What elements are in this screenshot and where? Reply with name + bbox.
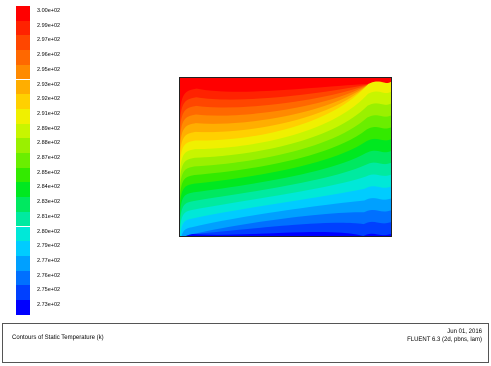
contour-band [180, 231, 391, 236]
legend-row: 3.00e+02 [16, 6, 96, 21]
legend-row: 2.96e+02 [16, 50, 96, 65]
contour-bands [180, 81, 391, 236]
legend-swatch [16, 226, 30, 242]
legend-label: 2.85e+02 [37, 169, 61, 176]
legend-label: 2.84e+02 [37, 184, 61, 191]
legend-swatch [16, 35, 30, 51]
contour-plot [179, 77, 392, 237]
legend-row: 2.97e+02 [16, 35, 96, 51]
legend-swatch [16, 300, 30, 315]
date-text: Jun 01, 2016 [447, 329, 482, 335]
legend-label: 2.97e+02 [37, 37, 61, 44]
legend-label: 2.79e+02 [37, 243, 61, 250]
legend-swatch [16, 241, 30, 256]
legend-swatch [16, 182, 30, 198]
legend-swatch [16, 167, 30, 183]
legend-label: 2.95e+02 [37, 66, 61, 73]
footer-info: Jun 01, 2016 FLUENT 6.3 (2d, pbns, lam) [407, 328, 482, 344]
legend-label: 2.99e+02 [37, 22, 61, 29]
legend-label: 2.89e+02 [37, 125, 61, 132]
legend-row: 2.99e+02 [16, 20, 96, 36]
legend-row: 2.92e+02 [16, 94, 96, 109]
legend-label: 3.00e+02 [37, 8, 61, 14]
legend-row: 2.85e+02 [16, 167, 96, 183]
legend-label: 2.88e+02 [37, 140, 61, 147]
legend-swatch [16, 108, 30, 124]
plot-title: Contours of Static Temperature (k) [12, 335, 104, 341]
legend-label: 2.87e+02 [37, 155, 61, 161]
legend-swatch [16, 285, 30, 300]
legend-swatch [16, 64, 30, 80]
legend-label: 2.81e+02 [37, 213, 61, 220]
legend-swatch [16, 255, 30, 271]
legend-row: 2.95e+02 [16, 64, 96, 80]
legend-row: 2.77e+02 [16, 255, 96, 271]
legend-label: 2.83e+02 [37, 199, 61, 206]
legend-row: 2.91e+02 [16, 108, 96, 124]
legend-label: 2.76e+02 [37, 272, 61, 279]
legend-swatch [16, 153, 30, 168]
legend-swatch [16, 123, 30, 139]
legend-row: 2.89e+02 [16, 123, 96, 139]
legend-row: 2.75e+02 [16, 285, 96, 300]
legend-row: 2.83e+02 [16, 197, 96, 212]
legend-swatch [16, 270, 30, 286]
legend-swatch [16, 211, 30, 227]
legend-label: 2.96e+02 [37, 52, 61, 59]
legend-swatch [16, 197, 30, 212]
legend-label: 2.91e+02 [37, 110, 61, 117]
legend-swatch [16, 6, 30, 21]
legend-row: 2.80e+02 [16, 226, 96, 242]
legend-row: 2.93e+02 [16, 79, 96, 95]
legend-row: 2.73e+02 [16, 300, 96, 315]
solver-text: FLUENT 6.3 (2d, pbns, lam) [407, 337, 482, 344]
legend-swatch [16, 79, 30, 95]
legend-row: 2.79e+02 [16, 241, 96, 256]
footer-panel: Contours of Static Temperature (k) Jun 0… [2, 323, 489, 363]
legend-label: 2.75e+02 [37, 287, 61, 294]
legend-swatch [16, 50, 30, 65]
legend-row: 2.87e+02 [16, 153, 96, 168]
legend-label: 2.93e+02 [37, 81, 61, 88]
legend-swatch [16, 138, 30, 153]
legend-label: 2.80e+02 [37, 228, 61, 235]
legend-label: 2.77e+02 [37, 257, 61, 264]
legend-row: 2.84e+02 [16, 182, 96, 198]
legend-row: 2.88e+02 [16, 138, 96, 153]
legend-row: 2.76e+02 [16, 270, 96, 286]
legend-label: 2.73e+02 [37, 302, 61, 308]
legend-swatch [16, 94, 30, 109]
legend-row: 2.81e+02 [16, 211, 96, 227]
legend-label: 2.92e+02 [37, 96, 61, 103]
legend-swatch [16, 20, 30, 36]
